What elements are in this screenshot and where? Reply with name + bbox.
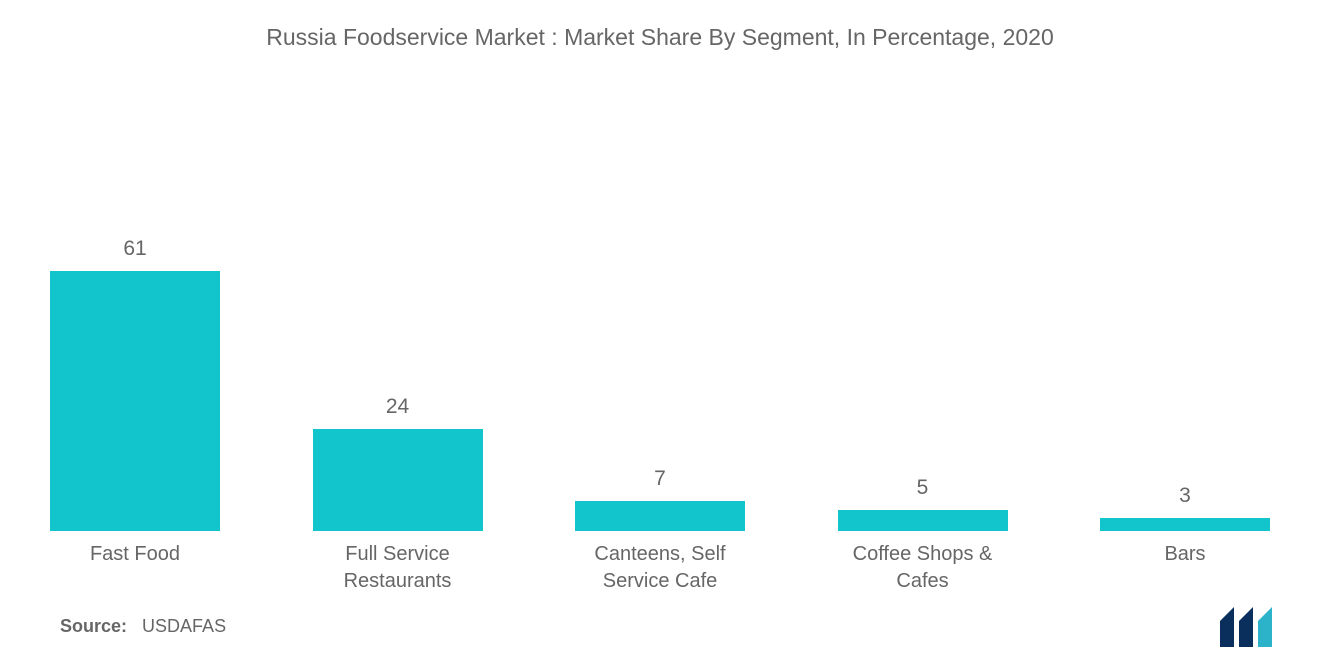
bar-group: 61 (50, 237, 220, 531)
bar-category-label: Coffee Shops & Cafes (838, 541, 1008, 595)
bar-category-label: Fast Food (50, 541, 220, 595)
bar-group: 5 (838, 476, 1008, 531)
source-attribution: Source: USDAFAS (60, 616, 226, 637)
bar-group: 3 (1100, 484, 1270, 531)
bar-value-label: 3 (1179, 484, 1191, 508)
bar-category-label: Bars (1100, 541, 1270, 595)
bar-value-label: 61 (123, 237, 146, 261)
bar (838, 510, 1008, 531)
brand-logo (1220, 607, 1278, 647)
bar (1100, 518, 1270, 531)
bar-value-label: 7 (654, 467, 666, 491)
bar-value-label: 24 (386, 395, 409, 419)
logo-shape-3 (1258, 607, 1272, 647)
bar-category-label: Canteens, Self Service Cafe (575, 541, 745, 595)
chart-labels-row: Fast Food Full Service Restaurants Canteen… (50, 541, 1270, 595)
bar-category-label: Full Service Restaurants (313, 541, 483, 595)
bar-value-label: 5 (917, 476, 929, 500)
bar-group: 24 (313, 395, 483, 531)
source-value: USDAFAS (142, 616, 226, 636)
source-label: Source: (60, 616, 127, 636)
bar (575, 501, 745, 531)
bar (313, 429, 483, 531)
logo-shape-2 (1239, 607, 1253, 647)
bar (50, 271, 220, 531)
chart-title: Russia Foodservice Market : Market Share… (0, 0, 1320, 51)
chart-plot-area: 61 24 7 5 3 (50, 91, 1270, 531)
logo-shape-1 (1220, 607, 1234, 647)
bar-group: 7 (575, 467, 745, 531)
